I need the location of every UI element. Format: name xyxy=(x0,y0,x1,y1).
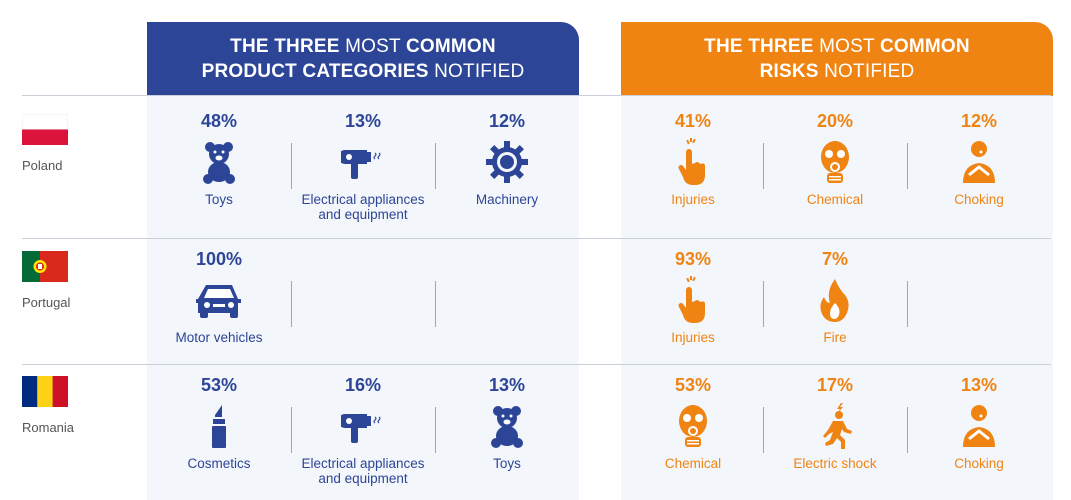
column-divider xyxy=(763,407,764,453)
column-divider xyxy=(435,407,436,453)
column-divider xyxy=(291,281,292,327)
risk-percent: 41% xyxy=(674,111,712,131)
categories-header: THE THREE MOST COMMON PRODUCT CATEGORIES… xyxy=(147,22,579,96)
country-name: Portugal xyxy=(22,295,71,310)
risk-cell: 41% Injuries xyxy=(621,110,765,207)
risk-cell: 53% Chemical xyxy=(621,374,765,471)
choking-person-icon xyxy=(907,400,1051,452)
category-percent: 48% xyxy=(200,111,238,131)
lipstick-icon xyxy=(147,400,291,452)
risks-header: THE THREE MOST COMMON RISKS NOTIFIED xyxy=(621,22,1053,96)
category-percent: 12% xyxy=(488,111,526,131)
risk-cell: 93% Injuries xyxy=(621,248,765,345)
category-label: Toys xyxy=(493,456,521,471)
portugal-flag-icon xyxy=(22,251,68,282)
column-divider xyxy=(907,281,908,327)
car-icon xyxy=(147,274,291,326)
teddy-bear-icon xyxy=(147,136,291,188)
column-divider xyxy=(907,143,908,189)
category-percent: 53% xyxy=(200,375,238,395)
category-label: Toys xyxy=(205,192,233,207)
risk-percent: 12% xyxy=(960,111,998,131)
column-divider xyxy=(907,407,908,453)
column-divider xyxy=(763,143,764,189)
injured-finger-icon xyxy=(621,136,765,188)
poland-flag-icon xyxy=(22,114,68,145)
row-divider xyxy=(22,95,1051,96)
teddy-bear-icon xyxy=(435,400,579,452)
row-divider xyxy=(22,364,1051,365)
risk-percent: 93% xyxy=(674,249,712,269)
risk-label: Electric shock xyxy=(793,456,877,471)
column-divider xyxy=(291,143,292,189)
hair-dryer-icon xyxy=(291,136,435,188)
country-portugal: Portugal xyxy=(22,251,132,310)
category-cell: 53% Cosmetics xyxy=(147,374,291,471)
category-label: Electrical appliances and equipment xyxy=(301,192,425,222)
electric-shock-icon xyxy=(763,400,907,452)
category-cell: 13% Toys xyxy=(435,374,579,471)
hair-dryer-icon xyxy=(291,400,435,452)
risk-label: Injuries xyxy=(671,330,715,345)
category-percent: 16% xyxy=(344,375,382,395)
column-divider xyxy=(435,143,436,189)
category-percent: 13% xyxy=(344,111,382,131)
risk-cell: 13% Choking xyxy=(907,374,1051,471)
risk-label: Fire xyxy=(823,330,847,345)
column-divider xyxy=(291,407,292,453)
column-divider xyxy=(763,281,764,327)
choking-person-icon xyxy=(907,136,1051,188)
column-divider xyxy=(435,281,436,327)
category-percent: 100% xyxy=(195,249,243,269)
category-label: Cosmetics xyxy=(187,456,251,471)
category-cell: 48% Toys xyxy=(147,110,291,207)
risk-label: Choking xyxy=(954,192,1004,207)
risk-percent: 7% xyxy=(821,249,848,269)
risk-percent: 53% xyxy=(674,375,712,395)
risk-cell: 17% Electric shock xyxy=(763,374,907,471)
risk-label: Chemical xyxy=(664,456,722,471)
risk-cell: 7% Fire xyxy=(763,248,907,345)
country-name: Poland xyxy=(22,158,63,173)
risk-percent: 13% xyxy=(960,375,998,395)
injured-finger-icon xyxy=(621,274,765,326)
risk-percent: 17% xyxy=(816,375,854,395)
risk-cell: 12% Choking xyxy=(907,110,1051,207)
category-label: Electrical appliances and equipment xyxy=(301,456,425,486)
category-label: Machinery xyxy=(475,192,539,207)
risk-label: Choking xyxy=(954,456,1004,471)
gear-icon xyxy=(435,136,579,188)
country-name: Romania xyxy=(22,420,75,435)
row-divider xyxy=(22,238,1051,239)
category-cell: 12% Machinery xyxy=(435,110,579,207)
risk-percent: 20% xyxy=(816,111,854,131)
category-percent: 13% xyxy=(488,375,526,395)
gas-mask-icon xyxy=(621,400,765,452)
country-poland: Poland xyxy=(22,114,132,173)
risk-label: Injuries xyxy=(671,192,715,207)
category-cell: 13% Electrical appliances and equipment xyxy=(291,110,435,222)
romania-flag-icon xyxy=(22,376,68,407)
category-cell: 100% Motor vehicles xyxy=(147,248,291,345)
risk-cell: 20% Chemical xyxy=(763,110,907,207)
category-cell: 16% Electrical appliances and equipment xyxy=(291,374,435,486)
gas-mask-icon xyxy=(763,136,907,188)
country-romania: Romania xyxy=(22,376,132,435)
risk-label: Chemical xyxy=(806,192,864,207)
category-label: Motor vehicles xyxy=(175,330,263,345)
fire-icon xyxy=(763,274,907,326)
